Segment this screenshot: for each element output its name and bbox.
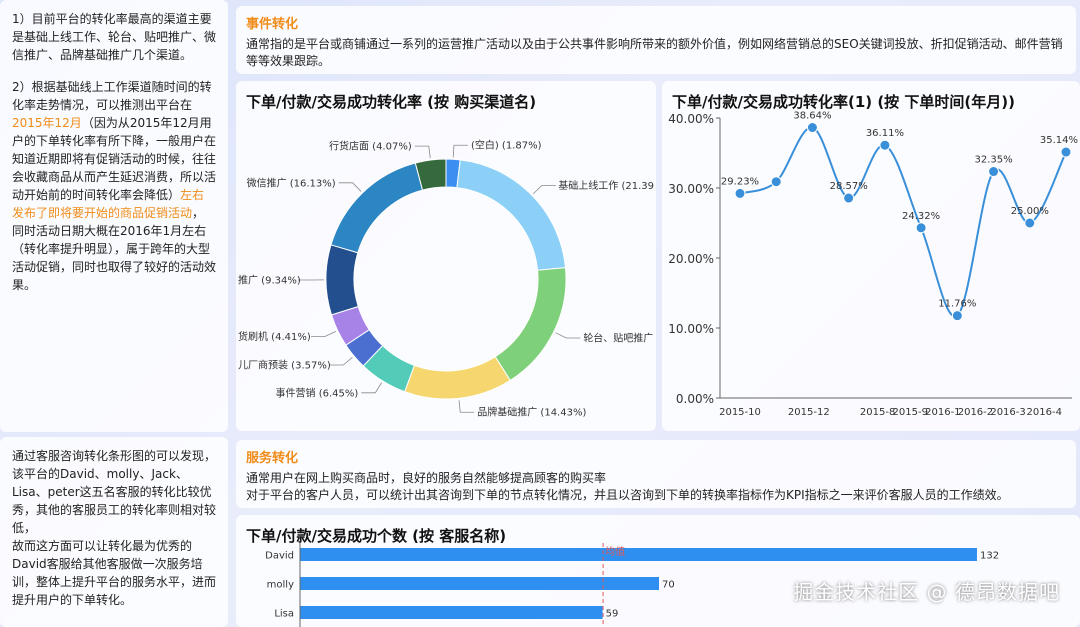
service-box-title: 服务转化 <box>246 451 299 466</box>
x-tick-label: 2015-10 <box>719 407 761 418</box>
note-text: ，同时活动日期大概在2016年1月左右（转化率提升明显），属于跨年的大型活动促销… <box>12 206 217 292</box>
bar-value-label: 59 <box>606 609 619 620</box>
y-tick-label: 0.00% <box>676 392 714 406</box>
bar-value-label: 70 <box>662 580 675 591</box>
donut-leader-line-3 <box>458 400 475 413</box>
x-tick-label: 2016-2 <box>958 407 993 418</box>
bar-molly[interactable] <box>300 577 659 590</box>
bar-category-label: David <box>265 551 294 562</box>
donut-label-1: 基础上线工作 (21.39 <box>558 179 654 192</box>
x-tick-label: 2015-9 <box>893 407 928 418</box>
note-highlight-event: 左右发布了即将要开始的商品促销活动 <box>12 188 205 220</box>
donut-label-6: 货刷机 (4.41%) <box>238 330 311 343</box>
x-tick-label: 2016-3 <box>990 407 1025 418</box>
donut-leader-line-4 <box>361 382 382 394</box>
donut-leader-line-1 <box>533 184 556 195</box>
service-conversion-box: 服务转化 通常用户在网上购买商品时，良好的服务自然能够提高顾客的购买率 对于平台… <box>236 440 1076 508</box>
bar-category-label: molly <box>267 580 294 591</box>
x-tick-label: 2015-8 <box>860 407 895 418</box>
donut-slice-9[interactable] <box>414 158 447 191</box>
note-paragraph-1: 1）目前平台的转化率最高的渠道主要是基础上线工作、轮台、贴吧推广、微信推广、品牌… <box>12 12 217 62</box>
y-tick-label: 20.00% <box>668 252 714 266</box>
trend-point-7[interactable] <box>988 166 1000 178</box>
trend-point-2[interactable] <box>806 122 818 134</box>
watermark: 掘金技术社区 @ 德昂数据吧 <box>793 580 1060 604</box>
trend-point-label-5: 24.32% <box>902 211 940 222</box>
bar-chart: David 132 molly 70 Lisa 59 均值 <box>265 543 999 627</box>
analysis-note-bottom: 通过客服咨询转化条形图的可以发现， 该平台的David、molly、Jack、L… <box>0 437 228 627</box>
donut-slice-8[interactable] <box>330 162 424 254</box>
note-line-3: 故而这方面可以让转化最为优秀的David客服给其他客服做一次服务培训，整体上提升… <box>12 539 217 607</box>
donut-leader-line-2 <box>555 332 581 339</box>
trend-point-8[interactable] <box>1024 217 1036 229</box>
donut-slice-3[interactable] <box>404 356 511 400</box>
y-tick-label: 10.00% <box>668 322 714 336</box>
trend-point-0[interactable] <box>734 187 746 199</box>
channel-donut-panel: 下单/付款/交易成功转化率 (按 购买渠道名) (空白) (1.87%) 基础上线… <box>236 81 656 431</box>
event-box-title: 事件转化 <box>246 17 299 32</box>
trend-line <box>739 126 1067 318</box>
x-tick-label: 2016-1 <box>925 407 960 418</box>
line-chart: 0.00% 10.00% 20.00% 30.00% 40.00% 2015-10 2015… <box>668 111 1078 418</box>
note-line-1: 通过客服咨询转化条形图的可以发现， <box>12 449 217 463</box>
trend-point-6[interactable] <box>951 310 963 322</box>
trend-point-1[interactable] <box>770 176 782 188</box>
bar-value-label: 132 <box>980 551 999 562</box>
service-box-line-1: 通常用户在网上购买商品时，良好的服务自然能够提高顾客的购买率 <box>246 471 607 485</box>
trend-line-panel: 下单/付款/交易成功转化率(1) (按 下单时间(年月)) 0.00% 10.00… <box>662 81 1080 431</box>
trend-point-label-9: 35.14% <box>1040 135 1078 146</box>
donut-label-5: 儿厂商预装 (3.57%) <box>238 359 331 372</box>
donut-leader-line-0 <box>452 144 468 158</box>
agent-bar-panel: 下单/付款/交易成功个数 (按 客服名称) David 132 molly 70 Lis… <box>236 515 1080 627</box>
x-tick-label: 2016-4 <box>1027 407 1062 418</box>
note-text: （因为从2015年12月用户的下单转化率有所下降，一般用户在知道近期即将有促销活… <box>12 116 217 202</box>
trend-point-label-4: 36.11% <box>866 128 904 139</box>
donut-label-4: 事件营销 (6.45%) <box>276 386 359 399</box>
donut-slice-1[interactable] <box>456 159 567 271</box>
donut-label-3: 品牌基础推广 (14.43%) <box>477 406 586 419</box>
y-tick-label: 40.00% <box>668 112 714 126</box>
reference-label: 均值 <box>605 545 625 558</box>
trend-point-label-2: 38.64% <box>793 111 831 122</box>
donut-leader-line-6 <box>310 331 336 337</box>
bar-category-label: Lisa <box>274 609 294 620</box>
line-chart-title: 下单/付款/交易成功转化率(1) (按 下单时间(年月)) <box>672 93 1015 111</box>
event-box-text: 通常指的是平台或商铺通过一系列的运营推广活动以及由于公共事件影响所带来的额外价值… <box>246 37 1063 68</box>
donut-slice-2[interactable] <box>494 267 567 382</box>
trend-point-label-6: 11.76% <box>938 299 976 310</box>
trend-point-5[interactable] <box>915 222 927 234</box>
donut-leader-line-9 <box>414 145 431 159</box>
donut-label-2: 轮台、贴吧推广 <box>583 331 653 344</box>
trend-point-label-0: 29.23% <box>721 176 759 187</box>
trend-point-label-7: 32.35% <box>974 155 1012 166</box>
y-tick-label: 30.00% <box>668 182 714 196</box>
note-paragraph-2: 2）根据基础线上工作渠道随时间的转化率走势情况，可以推测出平台在 2015年12月… <box>12 78 216 294</box>
analysis-note-top: 1）目前平台的转化率最高的渠道主要是基础上线工作、轮台、贴吧推广、微信推广、品牌… <box>0 0 228 432</box>
trend-point-9[interactable] <box>1060 146 1072 158</box>
note-line-2: 该平台的David、molly、Jack、Lisa、peter这五名客服的转化比… <box>12 467 217 535</box>
bar-chart-title: 下单/付款/交易成功个数 (按 客服名称) <box>246 527 507 545</box>
donut-leader-line-5 <box>329 357 353 366</box>
event-conversion-box: 事件转化 通常指的是平台或商铺通过一系列的运营推广活动以及由于公共事件影响所带来… <box>236 6 1076 74</box>
x-tick-label: 2015-12 <box>788 407 830 418</box>
donut-slice-7[interactable] <box>325 244 359 316</box>
donut-label-0: (空白) (1.87%) <box>471 139 542 152</box>
note-text: 2）根据基础线上工作渠道随时间的转化率走势情况，可以推测出平台在 <box>12 80 212 112</box>
service-box-line-2: 对于平台的客户人员，可以统计出其咨询到下单的节点转化情况，并且以咨询到下单的转换… <box>246 488 1009 502</box>
donut-leader-line-8 <box>338 182 362 192</box>
trend-point-4[interactable] <box>879 139 891 151</box>
donut-label-8: 微信推广 (16.13%) <box>247 176 336 189</box>
donut-label-9: 行货店面 (4.07%) <box>329 140 412 153</box>
trend-point-label-3: 28.57% <box>830 181 868 192</box>
donut-label-7: 推广 (9.34%) <box>238 273 301 286</box>
donut-chart-title: 下单/付款/交易成功转化率 (按 购买渠道名) <box>246 93 537 111</box>
trend-point-3[interactable] <box>843 192 855 204</box>
bar-David[interactable] <box>300 548 977 561</box>
trend-point-label-8: 25.00% <box>1011 206 1049 217</box>
bar-Lisa[interactable] <box>300 606 603 619</box>
note-highlight-date: 2015年12月 <box>12 116 82 130</box>
